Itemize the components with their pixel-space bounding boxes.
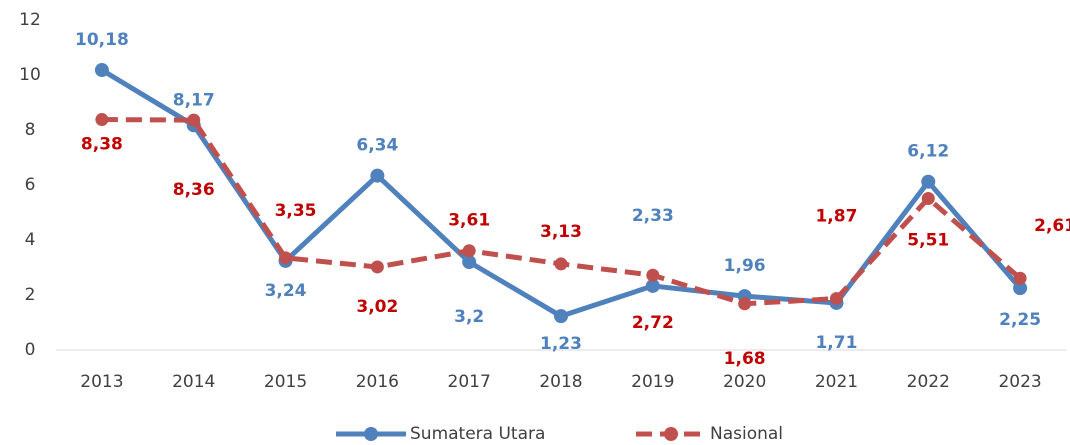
- data-label: 3,13: [540, 222, 582, 242]
- marker: [645, 278, 660, 293]
- x-tick-label: 2013: [80, 372, 123, 392]
- marker: [554, 257, 568, 271]
- legend-marker: [364, 427, 378, 441]
- marker: [279, 251, 293, 265]
- marker: [462, 255, 477, 269]
- data-label: 1,68: [724, 349, 766, 369]
- data-label: 2,61: [1034, 216, 1070, 236]
- marker: [829, 292, 843, 306]
- data-label: 3,61: [448, 211, 490, 231]
- data-label: 3,35: [275, 201, 317, 221]
- y-tick-label: 0: [25, 340, 36, 360]
- marker: [921, 191, 935, 205]
- legend-label: Nasional: [710, 424, 783, 444]
- data-label: 3,24: [265, 281, 307, 301]
- marker: [187, 113, 201, 127]
- y-tick-label: 12: [19, 10, 41, 30]
- marker: [738, 297, 752, 311]
- data-label: 1,87: [815, 207, 857, 227]
- x-tick-label: 2021: [815, 372, 858, 392]
- marker: [94, 63, 109, 78]
- marker: [921, 174, 936, 189]
- marker: [554, 309, 568, 324]
- x-tick-label: 2017: [448, 372, 491, 392]
- x-tick-label: 2019: [631, 372, 674, 392]
- x-tick-label: 2020: [723, 372, 766, 392]
- marker: [1013, 281, 1028, 296]
- legend-label: Sumatera Utara: [410, 424, 545, 444]
- x-tick-label: 2023: [998, 372, 1041, 392]
- data-label: 3,02: [356, 297, 398, 317]
- marker: [462, 244, 476, 258]
- y-tick-label: 6: [25, 175, 36, 195]
- data-label: 8,38: [81, 135, 123, 155]
- marker: [370, 260, 384, 274]
- data-label: 2,33: [632, 206, 674, 226]
- marker: [370, 168, 385, 183]
- data-label: 1,96: [724, 256, 766, 276]
- data-label: 6,34: [356, 136, 398, 156]
- y-tick-label: 8: [25, 120, 36, 140]
- data-label: 6,12: [907, 142, 949, 162]
- marker: [95, 113, 109, 127]
- x-tick-label: 2014: [172, 372, 215, 392]
- marker: [646, 268, 660, 282]
- data-label: 1,23: [540, 334, 582, 354]
- y-tick-label: 10: [19, 65, 41, 85]
- marker: [1013, 271, 1027, 285]
- data-label: 2,72: [632, 313, 674, 333]
- y-tick-label: 2: [25, 285, 36, 305]
- x-tick-label: 2022: [907, 372, 950, 392]
- data-label: 5,51: [907, 230, 949, 250]
- legend-marker: [664, 427, 678, 441]
- data-label: 1,71: [815, 333, 857, 353]
- y-tick-label: 4: [25, 230, 36, 250]
- data-label: 8,36: [173, 180, 215, 200]
- x-tick-label: 2016: [356, 372, 399, 392]
- data-label: 2,25: [999, 310, 1041, 330]
- x-tick-label: 2015: [264, 372, 307, 392]
- data-label: 10,18: [75, 30, 129, 50]
- data-label: 3,2: [454, 307, 484, 327]
- data-label: 8,17: [173, 90, 215, 110]
- series-line: [101, 117, 1022, 307]
- x-tick-label: 2018: [539, 372, 582, 392]
